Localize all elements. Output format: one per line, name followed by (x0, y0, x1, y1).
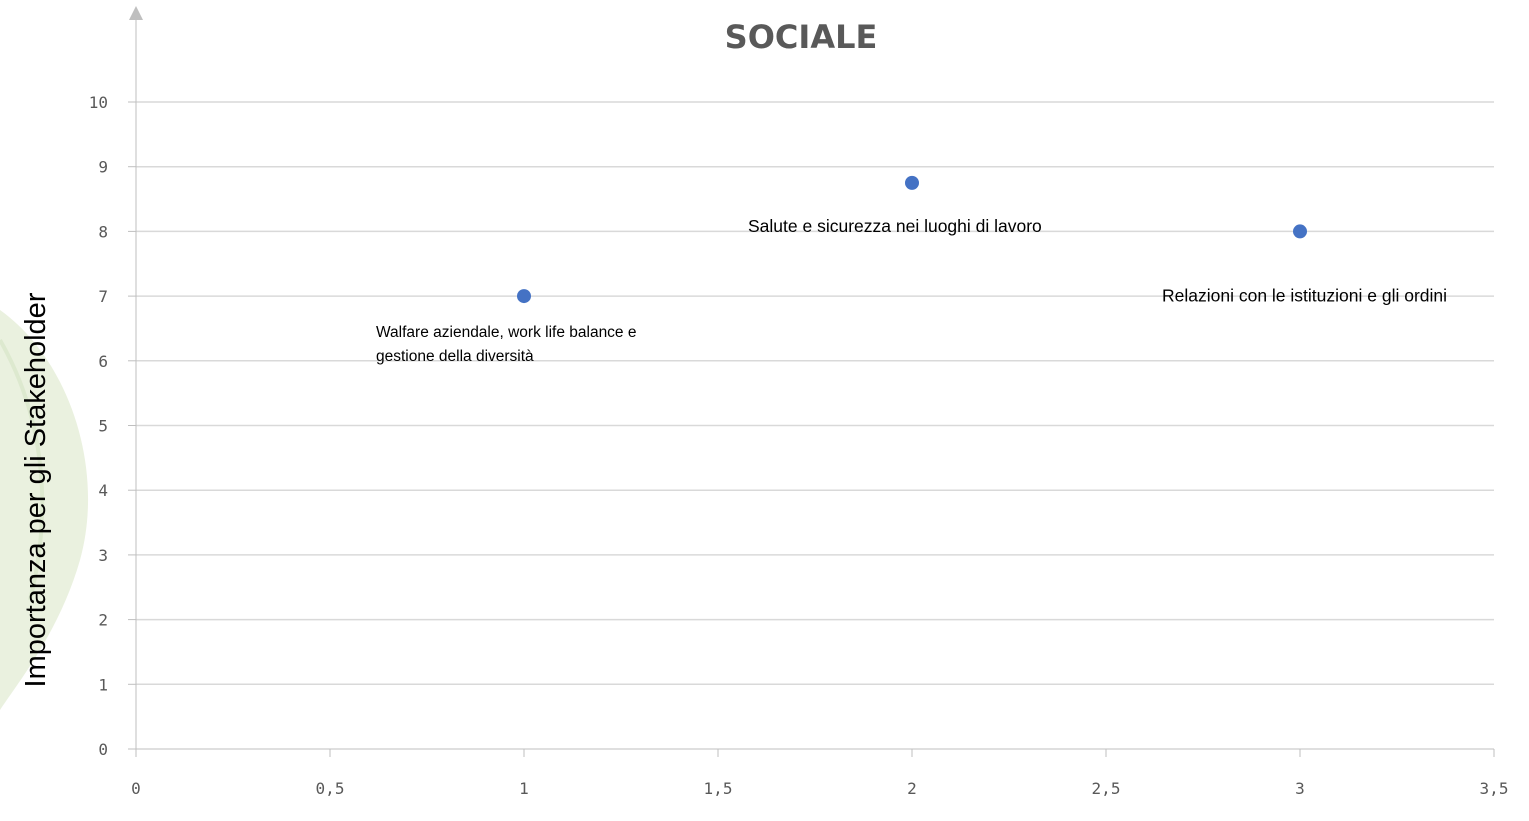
data-point-2 (905, 175, 919, 190)
x-tick-label-4: 2 (907, 779, 917, 798)
tick-marks (128, 101, 1495, 757)
data-points (517, 175, 1307, 304)
axes (129, 6, 1494, 750)
y-tick-label-1: 1 (98, 675, 108, 694)
x-tick-label-3: 1,5 (704, 779, 733, 798)
x-tick-label-6: 3 (1295, 779, 1305, 798)
data-point-3 (1293, 224, 1307, 239)
y-tick-label-8: 8 (98, 222, 108, 241)
y-tick-label-0: 0 (98, 740, 108, 759)
x-tick-label-7: 3,5 (1480, 779, 1509, 798)
y-tick-label-7: 7 (98, 287, 108, 306)
data-label-1: Walfare aziendale, work life balance e ge… (376, 324, 636, 365)
y-tick-label-3: 3 (98, 546, 108, 565)
y-axis-arrow-icon (129, 6, 143, 20)
data-label-2: Salute e sicurezza nei luoghi di lavoro (748, 216, 1042, 236)
x-tick-label-0: 0 (131, 779, 141, 798)
y-tick-label-5: 5 (98, 417, 108, 436)
data-point-1 (517, 289, 531, 304)
y-tick-label-6: 6 (98, 352, 108, 371)
data-labels: Walfare aziendale, work life balance e ge… (376, 216, 1447, 365)
y-axis-label: Importanza per gli Stakeholder (20, 292, 52, 687)
chart-title: SOCIALE (725, 18, 878, 56)
y-tick-label-2: 2 (98, 611, 108, 630)
x-tick-label-2: 1 (519, 779, 529, 798)
data-label-3: Relazioni con le istituzioni e gli ordin… (1162, 285, 1447, 305)
y-tick-label-10: 10 (89, 93, 108, 112)
x-tick-label-1: 0,5 (316, 779, 345, 798)
x-tick-label-5: 2,5 (1092, 779, 1121, 798)
y-tick-label-4: 4 (98, 481, 108, 500)
gridlines (136, 101, 1494, 686)
y-tick-label-9: 9 (98, 158, 108, 177)
y-tick-labels: 0 1 2 3 4 5 6 7 8 9 10 (89, 93, 108, 759)
x-tick-labels: 0 0,5 1 1,5 2 2,5 3 3,5 (131, 779, 1508, 798)
